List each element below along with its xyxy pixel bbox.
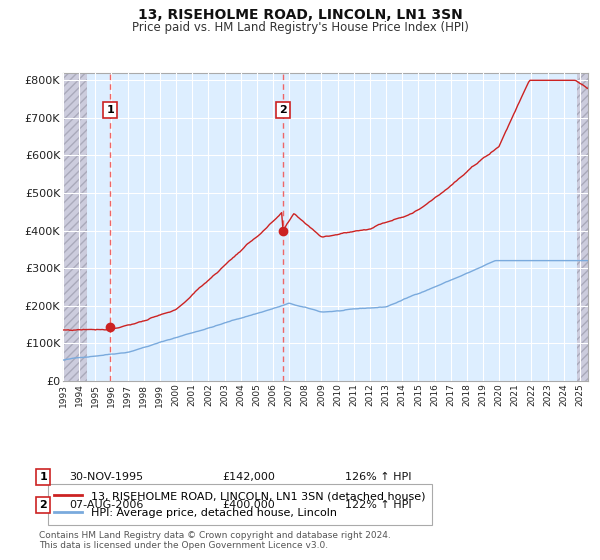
Text: 13, RISEHOLME ROAD, LINCOLN, LN1 3SN: 13, RISEHOLME ROAD, LINCOLN, LN1 3SN — [137, 8, 463, 22]
Text: Contains HM Land Registry data © Crown copyright and database right 2024.
This d: Contains HM Land Registry data © Crown c… — [39, 531, 391, 550]
Text: £142,000: £142,000 — [222, 472, 275, 482]
Text: Price paid vs. HM Land Registry's House Price Index (HPI): Price paid vs. HM Land Registry's House … — [131, 21, 469, 34]
Text: 1: 1 — [40, 472, 47, 482]
Text: 30-NOV-1995: 30-NOV-1995 — [69, 472, 143, 482]
Text: 07-AUG-2006: 07-AUG-2006 — [69, 500, 143, 510]
Text: £400,000: £400,000 — [222, 500, 275, 510]
Text: 2: 2 — [279, 105, 287, 115]
Text: 1: 1 — [106, 105, 114, 115]
Text: 126% ↑ HPI: 126% ↑ HPI — [345, 472, 412, 482]
Legend: 13, RISEHOLME ROAD, LINCOLN, LN1 3SN (detached house), HPI: Average price, detac: 13, RISEHOLME ROAD, LINCOLN, LN1 3SN (de… — [47, 484, 432, 525]
Text: 2: 2 — [40, 500, 47, 510]
Text: 122% ↑ HPI: 122% ↑ HPI — [345, 500, 412, 510]
